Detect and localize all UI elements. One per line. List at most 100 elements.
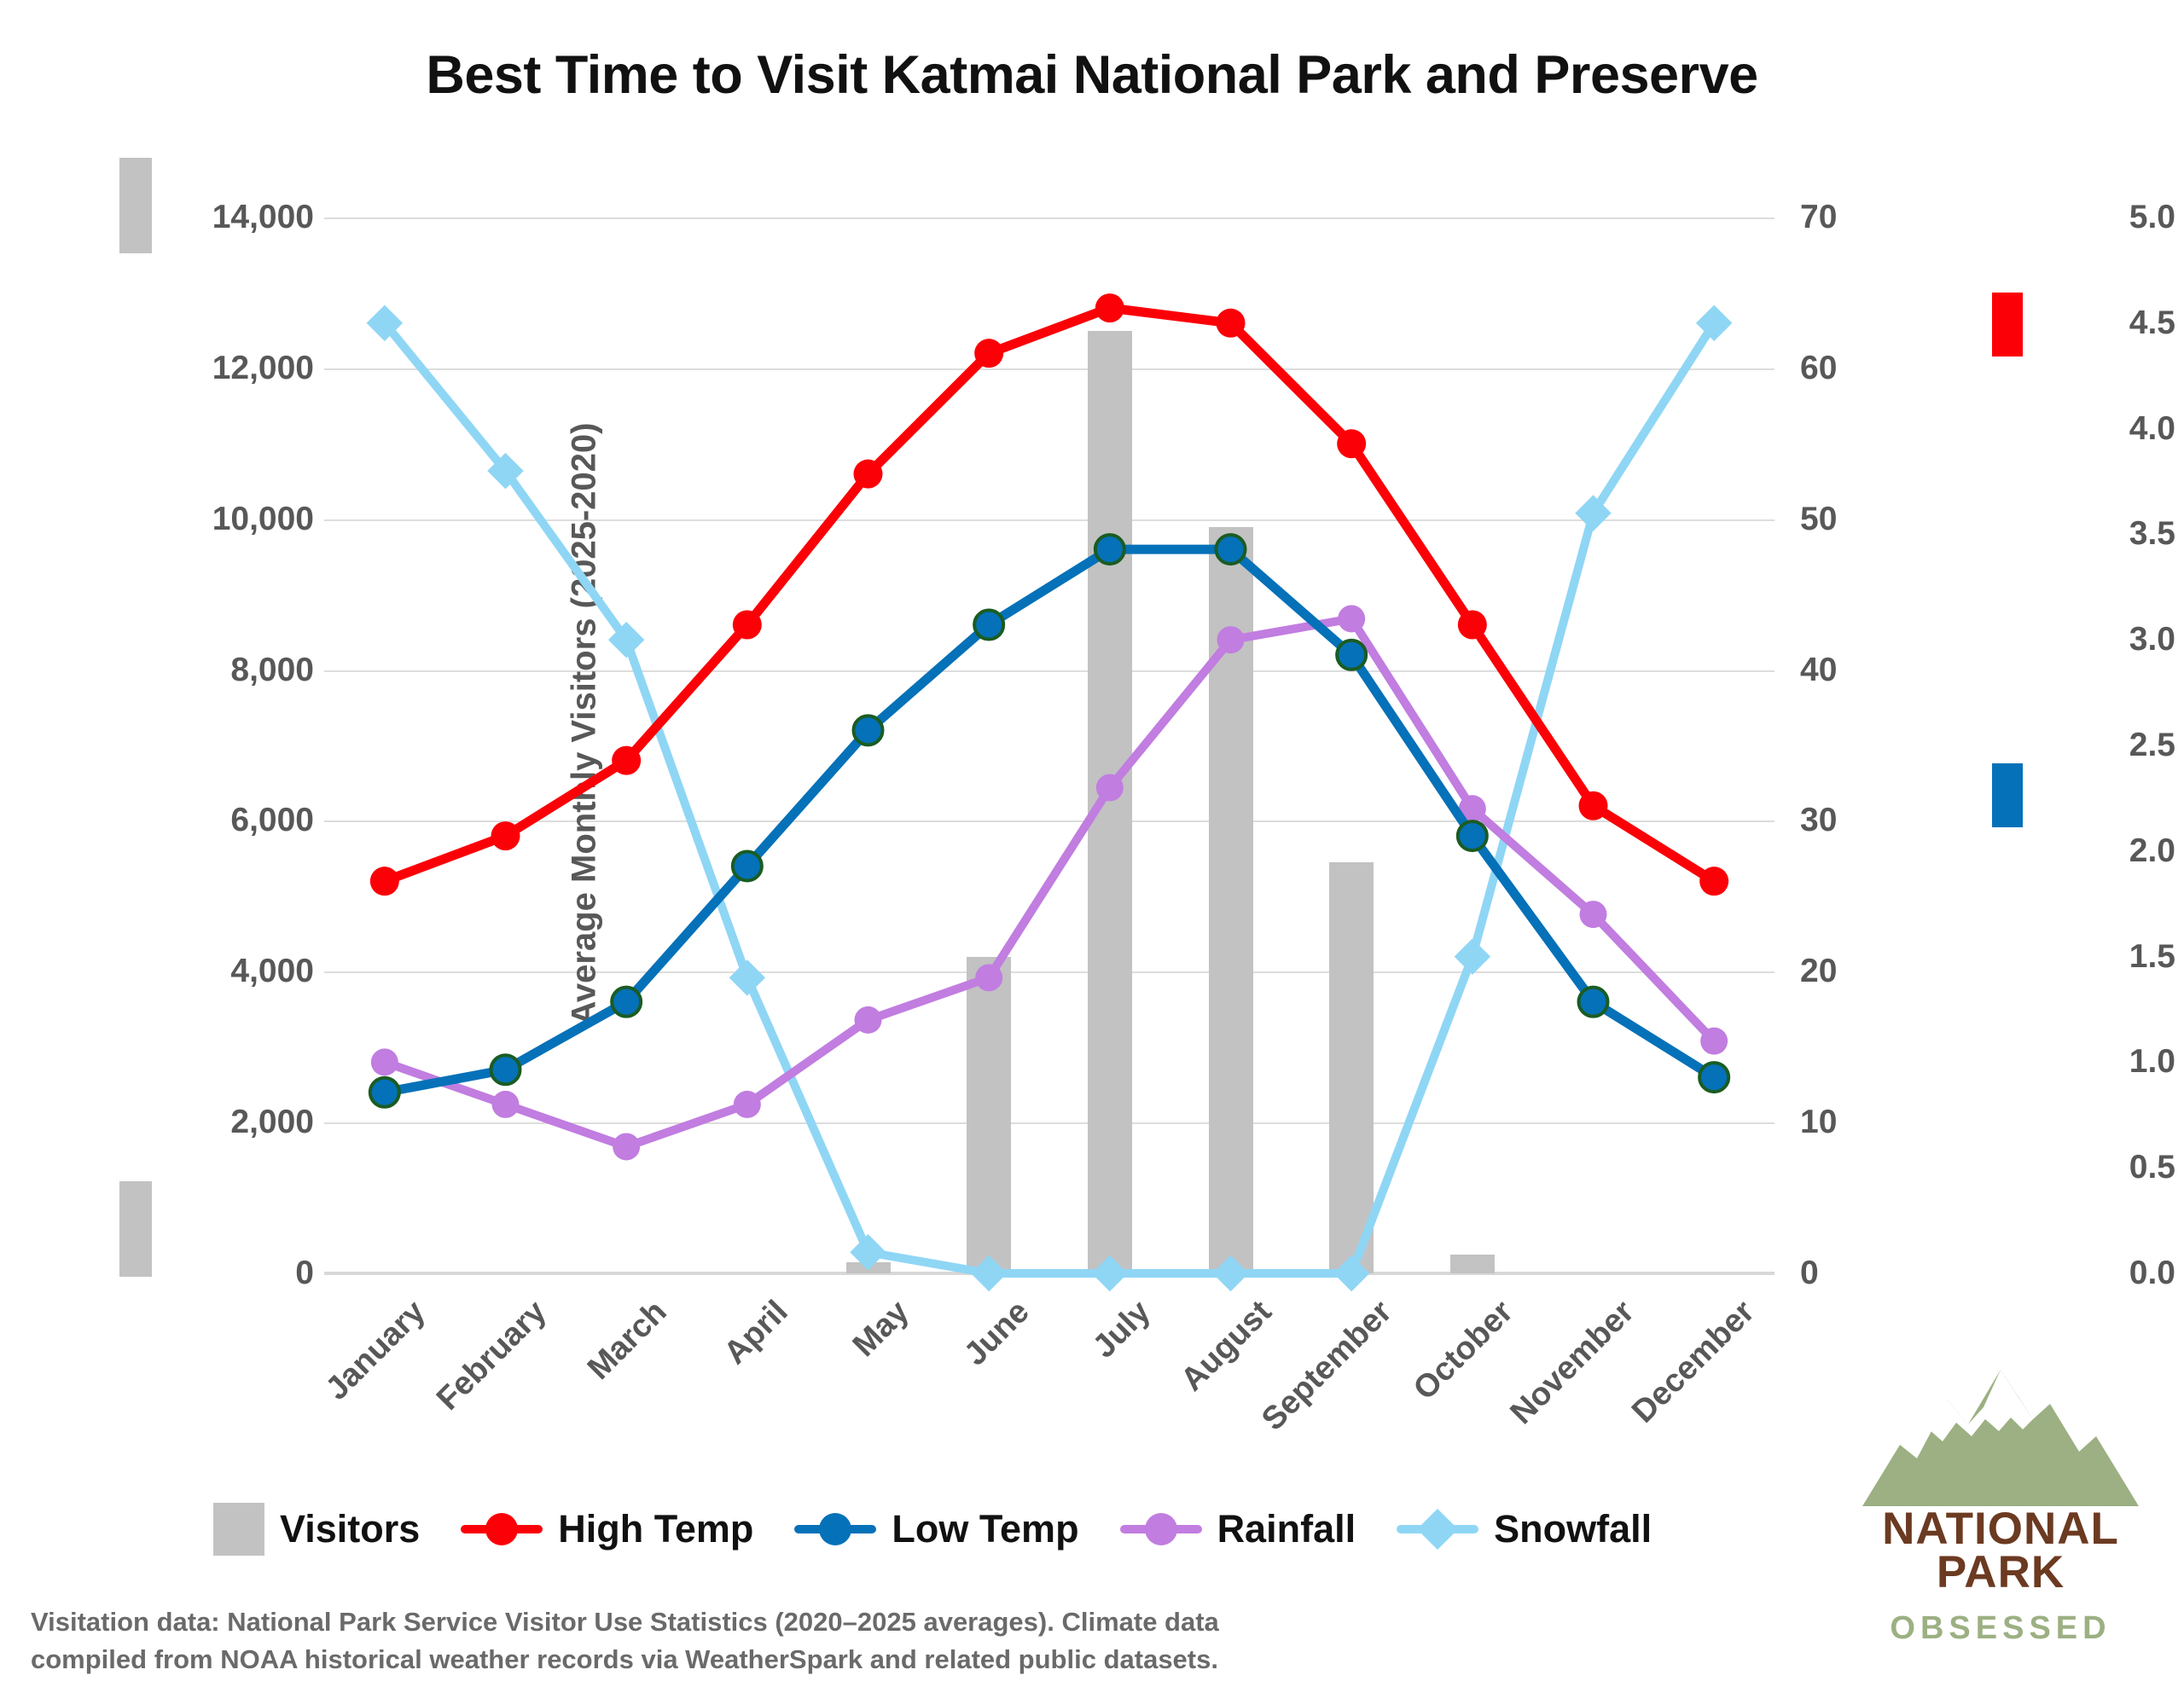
data-point xyxy=(1698,1061,1731,1094)
y-tick-temperature: 50 xyxy=(1800,500,1838,537)
y-tick-visitors: 2,000 xyxy=(230,1104,314,1141)
low-temp-swatch xyxy=(1992,763,2023,827)
series-lines xyxy=(366,293,1733,1292)
gridline xyxy=(324,820,1774,823)
data-point xyxy=(1217,626,1245,654)
data-point xyxy=(1333,1255,1370,1292)
legend-swatch-bar xyxy=(213,1503,264,1556)
data-point xyxy=(1093,533,1126,566)
visitors-swatch-bottom xyxy=(119,1181,152,1277)
mountain-icon xyxy=(1862,1370,2139,1506)
y-tick-temperature: 10 xyxy=(1800,1104,1838,1141)
data-point xyxy=(1458,795,1486,823)
data-point xyxy=(973,608,1006,641)
series-low-temp xyxy=(368,533,1731,1109)
series-rainfall xyxy=(370,605,1728,1161)
legend-item-visitors[interactable]: Visitors xyxy=(213,1503,420,1556)
data-point xyxy=(1337,429,1367,459)
data-point xyxy=(730,849,764,883)
y-tick-visitors: 0 xyxy=(295,1255,314,1291)
series-high-temp xyxy=(369,293,1729,896)
x-tick-may: May xyxy=(845,1294,916,1364)
legend-item-high-temp[interactable]: High Temp xyxy=(461,1507,753,1551)
x-tick-april: April xyxy=(717,1294,795,1371)
data-point xyxy=(1335,638,1368,671)
legend-marker-circle xyxy=(1144,1513,1177,1545)
data-point xyxy=(850,1234,886,1271)
bar-september xyxy=(1329,862,1374,1273)
high-temp-swatch xyxy=(1992,293,2023,357)
legend-label: Snowfall xyxy=(1494,1507,1653,1551)
data-point xyxy=(854,1006,882,1034)
chart-legend: Visitors High Temp Low Temp Rainfall Snowfal… xyxy=(213,1503,1834,1556)
y-tick-temperature: 70 xyxy=(1800,199,1838,235)
data-point xyxy=(733,1090,761,1118)
data-point xyxy=(1338,605,1366,633)
bar-june xyxy=(967,956,1012,1273)
data-point xyxy=(489,1053,522,1087)
y-tick-temperature: 60 xyxy=(1800,349,1838,386)
legend-swatch-line xyxy=(1397,1508,1479,1551)
gridline xyxy=(324,217,1774,219)
gridline xyxy=(324,971,1774,974)
legend-swatch-line xyxy=(1119,1513,1202,1545)
data-point xyxy=(1695,304,1733,342)
data-point xyxy=(1091,1255,1129,1292)
data-point xyxy=(1095,774,1124,802)
y-tick-precipitation: 4.5 xyxy=(2129,304,2175,341)
brand-logo: NATIONAL PARK OBSESSED xyxy=(1856,1363,2146,1661)
data-point xyxy=(1578,791,1608,820)
y-tick-temperature: 20 xyxy=(1800,953,1838,990)
y-tick-temperature: 40 xyxy=(1800,651,1838,688)
x-tick-march: March xyxy=(581,1294,674,1387)
y-tick-visitors: 8,000 xyxy=(230,651,314,688)
data-point xyxy=(732,610,762,640)
data-point xyxy=(370,1048,398,1076)
y-tick-visitors: 14,000 xyxy=(212,199,314,235)
y-tick-visitors: 6,000 xyxy=(230,802,314,839)
visitors-swatch-top xyxy=(119,158,152,253)
logo-line-obsessed: OBSESSED xyxy=(1890,1610,2111,1646)
data-point xyxy=(491,821,520,851)
data-point xyxy=(729,959,766,996)
x-tick-july: July xyxy=(1086,1294,1158,1365)
data-point xyxy=(1699,867,1729,896)
legend-swatch-line xyxy=(794,1513,877,1545)
data-point xyxy=(1457,610,1487,640)
y-tick-precipitation: 3.5 xyxy=(2129,515,2175,553)
y-tick-precipitation: 0.0 xyxy=(2129,1255,2175,1291)
data-point xyxy=(970,1255,1008,1292)
data-point xyxy=(975,964,1003,992)
bar-october xyxy=(1449,1254,1495,1273)
y-tick-precipitation: 5.0 xyxy=(2129,199,2175,235)
legend-item-rainfall[interactable]: Rainfall xyxy=(1119,1507,1356,1551)
data-point xyxy=(1579,901,1607,929)
y-tick-precipitation: 3.0 xyxy=(2129,621,2175,658)
x-tick-february: February xyxy=(429,1294,554,1417)
y-tick-temperature: 0 xyxy=(1800,1255,1819,1291)
legend-swatch-line xyxy=(461,1513,543,1545)
legend-label: Visitors xyxy=(280,1507,421,1551)
legend-label: Rainfall xyxy=(1217,1507,1356,1551)
data-point xyxy=(1216,308,1246,338)
x-tick-september: September xyxy=(1255,1294,1399,1438)
y-tick-visitors: 10,000 xyxy=(212,500,314,537)
logo-line-national: NATIONAL xyxy=(1882,1504,2119,1554)
x-tick-august: August xyxy=(1173,1294,1279,1399)
data-point xyxy=(1212,1255,1249,1292)
data-point xyxy=(610,985,643,1018)
logo-line-park: PARK xyxy=(1936,1546,2065,1597)
legend-item-low-temp[interactable]: Low Temp xyxy=(794,1507,1079,1551)
data-point xyxy=(1214,533,1247,566)
gridline xyxy=(324,519,1774,521)
gridline xyxy=(324,1122,1774,1125)
y-tick-precipitation: 2.5 xyxy=(2129,727,2175,763)
y-tick-temperature: 30 xyxy=(1800,802,1838,839)
gridline xyxy=(324,368,1774,370)
legend-marker-circle xyxy=(819,1513,852,1545)
data-point xyxy=(1575,495,1612,531)
legend-item-snowfall[interactable]: Snowfall xyxy=(1397,1507,1652,1551)
x-tick-june: June xyxy=(957,1294,1037,1373)
x-tick-november: November xyxy=(1503,1294,1641,1432)
